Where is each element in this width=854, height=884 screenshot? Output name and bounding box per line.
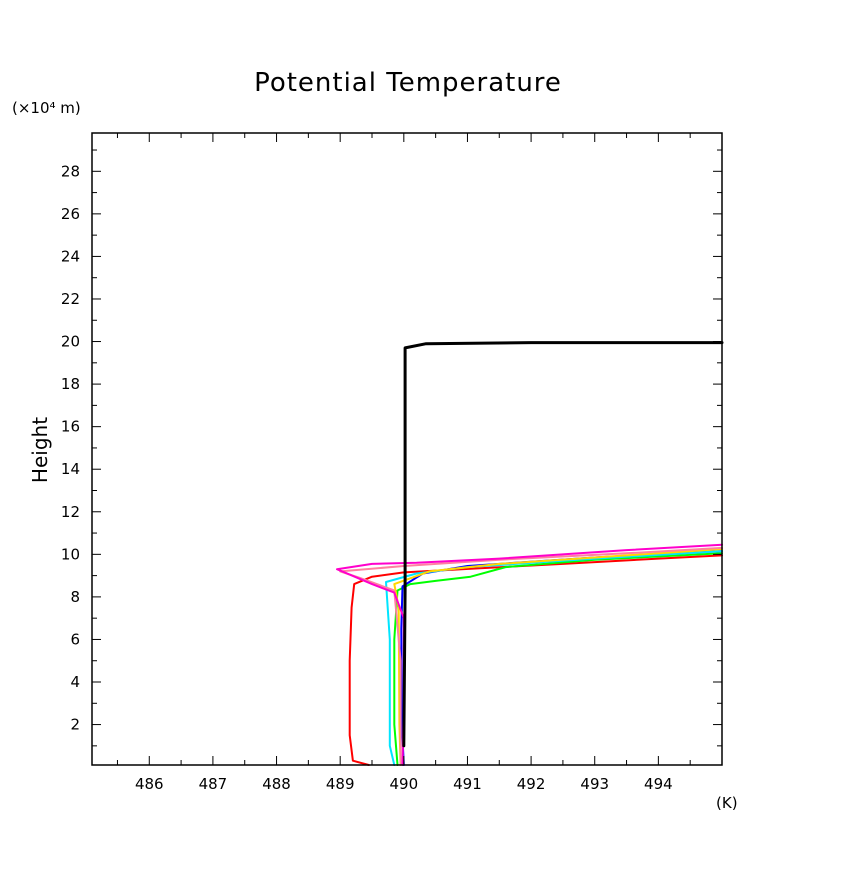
y-axis-label: Height bbox=[28, 417, 52, 483]
y-tick-label: 28 bbox=[61, 162, 80, 180]
y-tick-label: 16 bbox=[61, 418, 80, 436]
x-tick-label: 494 bbox=[644, 775, 673, 793]
axis-ticks: 486 487 488 489 490 491 492 493 4942468101214161… bbox=[61, 133, 722, 793]
y-tick-label: 12 bbox=[61, 503, 80, 521]
series-line-2 bbox=[393, 552, 723, 766]
y-tick-label: 10 bbox=[61, 545, 80, 563]
x-tick-label: 492 bbox=[517, 775, 546, 793]
y-tick-label: 4 bbox=[70, 673, 80, 691]
x-tick-label: 489 bbox=[326, 775, 355, 793]
y-tick-label: 8 bbox=[70, 588, 80, 606]
x-tick-label: 486 bbox=[135, 775, 164, 793]
chart-title: Potential Temperature bbox=[254, 68, 562, 98]
series-line-6 bbox=[339, 546, 723, 766]
x-tick-label: 493 bbox=[580, 775, 609, 793]
y-tick-label: 22 bbox=[61, 290, 80, 308]
y-tick-label: 20 bbox=[61, 333, 80, 351]
y-tick-label: 14 bbox=[61, 460, 80, 478]
plot-frame bbox=[91, 132, 723, 766]
series-line-3 bbox=[400, 550, 723, 766]
y-axis-unit-label: (×10⁴ m) bbox=[12, 99, 81, 117]
x-axis-unit-label: (K) bbox=[716, 794, 738, 812]
series-line-0 bbox=[402, 341, 724, 748]
series-line-4 bbox=[385, 550, 723, 766]
plot-area bbox=[336, 341, 724, 766]
x-tick-label: 488 bbox=[262, 775, 291, 793]
y-tick-label: 6 bbox=[70, 630, 80, 648]
x-tick-label: 491 bbox=[453, 775, 482, 793]
series-line-5 bbox=[393, 548, 723, 766]
y-tick-label: 24 bbox=[61, 247, 80, 265]
x-tick-label: 490 bbox=[389, 775, 418, 793]
y-tick-label: 26 bbox=[61, 205, 80, 223]
y-tick-label: 2 bbox=[70, 716, 80, 734]
y-tick-label: 18 bbox=[61, 375, 80, 393]
x-tick-label: 487 bbox=[199, 775, 228, 793]
